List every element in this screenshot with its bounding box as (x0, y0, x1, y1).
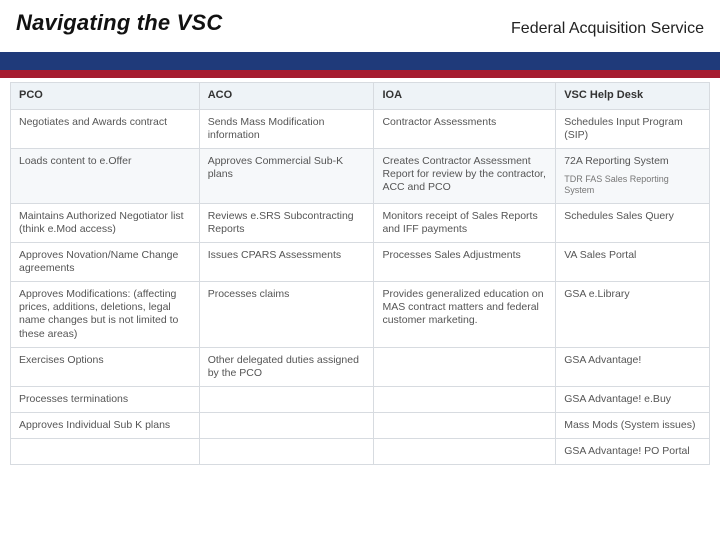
table-row: Exercises Options Other delegated duties… (11, 347, 710, 386)
table-header-row: PCO ACO IOA VSC Help Desk (11, 83, 710, 110)
service-label: Federal Acquisition Service (511, 20, 704, 38)
cell-ioa (374, 439, 556, 465)
table-row: Processes terminations GSA Advantage! e.… (11, 386, 710, 412)
cell-pco: Processes terminations (11, 386, 200, 412)
cell-aco (199, 413, 374, 439)
cell-pco: Approves Modifications: (affecting price… (11, 282, 200, 348)
cell-vsc: Schedules Sales Query (556, 203, 710, 242)
cell-aco: Reviews e.SRS Subcontracting Reports (199, 203, 374, 242)
table-wrap: PCO ACO IOA VSC Help Desk Negotiates and… (0, 78, 720, 465)
cell-vsc: GSA Advantage! PO Portal (556, 439, 710, 465)
cell-pco: Approves Individual Sub K plans (11, 413, 200, 439)
page-root: Navigating the VSC Federal Acquisition S… (0, 0, 720, 540)
accent-bar-blue (0, 52, 720, 70)
cell-ioa (374, 386, 556, 412)
col-header-pco: PCO (11, 83, 200, 110)
cell-ioa: Processes Sales Adjustments (374, 242, 556, 281)
cell-vsc: GSA Advantage! (556, 347, 710, 386)
table-row: Maintains Authorized Negotiator list (th… (11, 203, 710, 242)
cell-ioa: Provides generalized education on MAS co… (374, 282, 556, 348)
col-header-vsc: VSC Help Desk (556, 83, 710, 110)
roles-table: PCO ACO IOA VSC Help Desk Negotiates and… (10, 82, 710, 465)
cell-ioa (374, 347, 556, 386)
col-header-ioa: IOA (374, 83, 556, 110)
cell-aco: Approves Commercial Sub-K plans (199, 149, 374, 204)
cell-vsc: Schedules Input Program (SIP) (556, 109, 710, 148)
header-row: Navigating the VSC Federal Acquisition S… (0, 0, 720, 52)
cell-ioa (374, 413, 556, 439)
cell-vsc: VA Sales Portal (556, 242, 710, 281)
cell-vsc-main: 72A Reporting System (564, 155, 668, 167)
cell-ioa: Contractor Assessments (374, 109, 556, 148)
cell-pco: Maintains Authorized Negotiator list (th… (11, 203, 200, 242)
cell-pco: Negotiates and Awards contract (11, 109, 200, 148)
cell-aco (199, 386, 374, 412)
cell-vsc: GSA e.Library (556, 282, 710, 348)
table-row: Approves Novation/Name Change agreements… (11, 242, 710, 281)
cell-pco (11, 439, 200, 465)
cell-aco: Processes claims (199, 282, 374, 348)
table-row: GSA Advantage! PO Portal (11, 439, 710, 465)
table-body: Negotiates and Awards contract Sends Mas… (11, 109, 710, 465)
accent-bar-red (0, 70, 720, 78)
cell-ioa: Creates Contractor Assessment Report for… (374, 149, 556, 204)
cell-pco: Approves Novation/Name Change agreements (11, 242, 200, 281)
cell-aco: Other delegated duties assigned by the P… (199, 347, 374, 386)
cell-vsc: 72A Reporting System TDR FAS Sales Repor… (556, 149, 710, 204)
cell-aco: Sends Mass Modification information (199, 109, 374, 148)
table-row: Negotiates and Awards contract Sends Mas… (11, 109, 710, 148)
cell-aco: Issues CPARS Assessments (199, 242, 374, 281)
cell-aco (199, 439, 374, 465)
table-row: Approves Individual Sub K plans Mass Mod… (11, 413, 710, 439)
cell-pco: Exercises Options (11, 347, 200, 386)
cell-vsc-subnote: TDR FAS Sales Reporting System (564, 168, 701, 197)
cell-ioa: Monitors receipt of Sales Reports and IF… (374, 203, 556, 242)
col-header-aco: ACO (199, 83, 374, 110)
table-row: Approves Modifications: (affecting price… (11, 282, 710, 348)
cell-pco: Loads content to e.Offer (11, 149, 200, 204)
cell-vsc: Mass Mods (System issues) (556, 413, 710, 439)
cell-vsc: GSA Advantage! e.Buy (556, 386, 710, 412)
table-row: Loads content to e.Offer Approves Commer… (11, 149, 710, 204)
